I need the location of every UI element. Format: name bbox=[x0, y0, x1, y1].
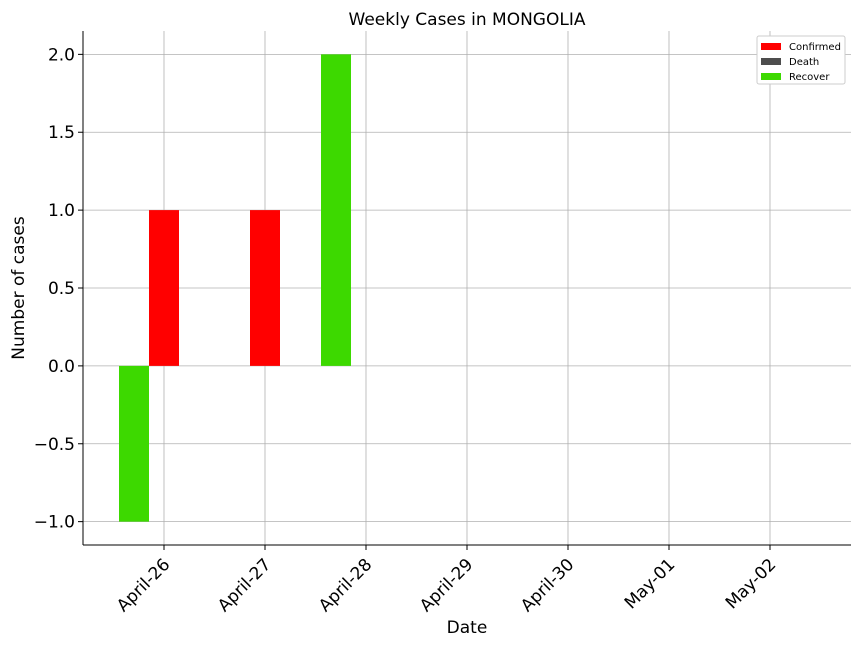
y-tick-label: 0.5 bbox=[48, 279, 75, 299]
legend-swatch bbox=[761, 43, 781, 50]
y-tick-label: −0.5 bbox=[34, 435, 75, 455]
bar-recover bbox=[119, 365, 149, 522]
x-axis-label: Date bbox=[447, 618, 488, 638]
bar-confirmed bbox=[250, 210, 280, 366]
x-tick-label: April-29 bbox=[416, 555, 477, 616]
ticks: −1.0 −0.5 0.0 0.5 1.0 1.5 2.0 April-26 April-27 A… bbox=[34, 45, 781, 616]
y-axis-label: Number of cases bbox=[9, 216, 29, 360]
x-tick-label: May-01 bbox=[621, 555, 679, 613]
x-tick-label: April-26 bbox=[113, 555, 174, 616]
y-tick-label: 1.5 bbox=[48, 123, 75, 143]
y-tick-label: 1.0 bbox=[48, 201, 75, 221]
bar-confirmed bbox=[149, 210, 179, 366]
bar-recover bbox=[321, 54, 351, 366]
y-tick-label: 0.0 bbox=[48, 357, 75, 377]
legend-swatch bbox=[761, 73, 781, 80]
legend: Confirmed Death Recover bbox=[756, 35, 846, 85]
chart-title: Weekly Cases in MONGOLIA bbox=[349, 10, 586, 30]
x-tick-label: April-27 bbox=[214, 555, 275, 616]
x-tick-label: April-30 bbox=[517, 555, 578, 616]
y-tick-label: −1.0 bbox=[34, 513, 75, 533]
legend-label: Confirmed bbox=[789, 42, 841, 53]
grid bbox=[83, 31, 851, 545]
bars bbox=[119, 54, 351, 522]
x-tick-label: April-28 bbox=[315, 555, 376, 616]
y-tick-label: 2.0 bbox=[48, 45, 75, 65]
legend-swatch bbox=[761, 58, 781, 65]
legend-label: Recover bbox=[789, 72, 830, 83]
x-tick-label: May-02 bbox=[722, 555, 780, 613]
legend-label: Death bbox=[789, 57, 819, 68]
